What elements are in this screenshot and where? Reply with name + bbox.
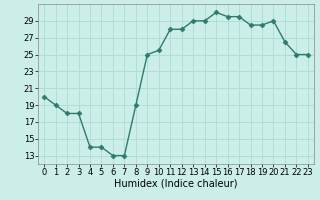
X-axis label: Humidex (Indice chaleur): Humidex (Indice chaleur) xyxy=(114,179,238,189)
